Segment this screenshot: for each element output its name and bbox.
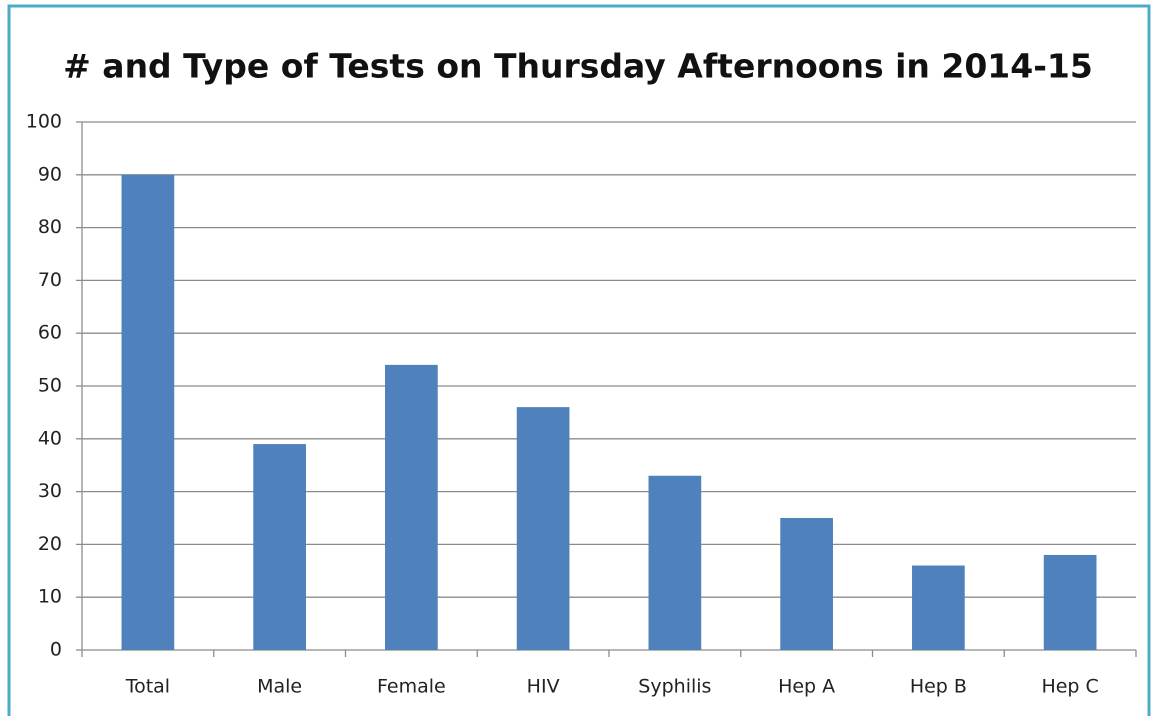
y-tick-label: 10 — [38, 586, 62, 608]
chart-title: # and Type of Tests on Thursday Afternoo… — [63, 47, 1093, 86]
x-tick-label: Hep B — [910, 676, 967, 698]
y-tick-label: 0 — [50, 639, 62, 661]
bar — [648, 475, 702, 650]
bar — [121, 174, 175, 651]
bar — [516, 407, 570, 650]
y-tick-label: 50 — [38, 375, 62, 397]
frame — [7, 4, 1151, 720]
bar — [780, 518, 833, 650]
bar — [912, 565, 965, 650]
x-tick-label: Total — [125, 676, 170, 698]
bar — [385, 364, 438, 650]
y-tick-label: 40 — [38, 427, 62, 449]
bar — [1043, 554, 1097, 650]
y-tick-label: 20 — [38, 533, 62, 555]
y-tick-label: 100 — [26, 111, 62, 133]
y-tick-label: 70 — [38, 269, 62, 291]
x-tick-label: HIV — [527, 676, 560, 698]
x-tick-label: Hep C — [1041, 676, 1098, 698]
y-tick-label: 90 — [38, 163, 62, 185]
x-tick-label: Female — [377, 676, 446, 698]
y-tick-label: 80 — [38, 216, 62, 238]
x-tick-label: Hep A — [778, 676, 835, 698]
y-tick-label: 30 — [38, 480, 62, 502]
bar — [253, 444, 306, 650]
y-tick-label: 60 — [38, 322, 62, 344]
x-tick-label: Syphilis — [638, 676, 711, 698]
x-tick-label: Male — [257, 676, 302, 698]
